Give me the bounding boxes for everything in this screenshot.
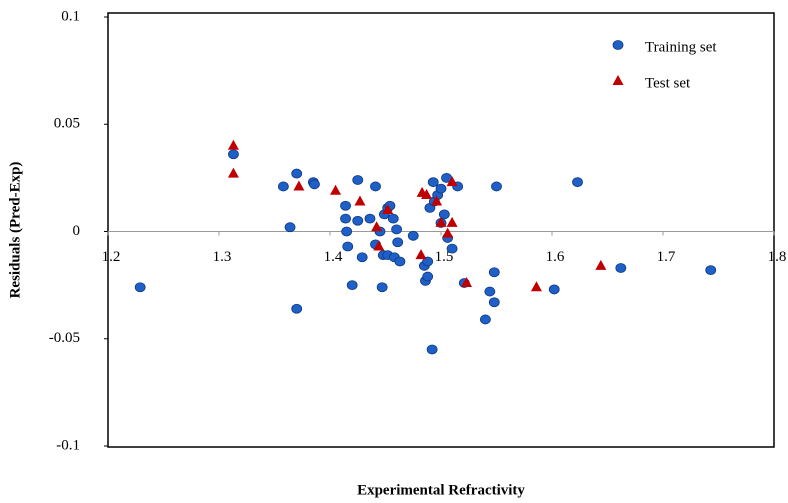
test-point <box>595 259 607 270</box>
training-point <box>309 179 320 190</box>
training-point <box>291 168 303 179</box>
legend-marker <box>612 75 624 85</box>
legend-marker <box>612 40 624 50</box>
training-point <box>228 149 239 160</box>
training-point <box>134 282 146 293</box>
x-tick-label: 1.3 <box>213 249 232 265</box>
training-point <box>340 200 351 211</box>
y-tick-label: 0.1 <box>61 8 80 24</box>
test-point <box>373 240 385 251</box>
x-tick-label: 1.5 <box>435 249 454 265</box>
y-tick-label: -0.05 <box>49 330 80 346</box>
test-point <box>227 167 239 178</box>
training-point <box>284 222 296 233</box>
test-point <box>293 180 305 191</box>
training-point <box>340 213 351 224</box>
test-point <box>330 184 342 195</box>
training-point <box>548 284 560 295</box>
x-axis-title: Experimental Refractivity <box>357 482 525 498</box>
x-tick-label: 1.2 <box>102 249 121 265</box>
test-point <box>530 281 542 292</box>
training-point <box>491 181 502 192</box>
training-point <box>356 252 368 263</box>
training-point <box>488 297 500 308</box>
y-tick-label: -0.1 <box>56 437 80 453</box>
test-point <box>435 216 447 227</box>
test-point <box>354 195 366 206</box>
training-point <box>484 286 496 297</box>
training-point <box>705 265 717 276</box>
y-tick-label: 0 <box>73 223 81 239</box>
test-point <box>446 176 458 187</box>
training-point <box>438 209 450 220</box>
test-point <box>431 195 443 206</box>
training-point <box>341 226 353 237</box>
x-tick-label: 1.4 <box>324 249 343 265</box>
training-point <box>352 175 364 185</box>
test-point <box>227 139 239 150</box>
training-point <box>392 237 404 248</box>
training-point <box>426 344 438 355</box>
plot-frame <box>107 12 775 448</box>
training-point <box>407 230 419 241</box>
test-point <box>421 189 433 200</box>
training-point <box>572 177 583 188</box>
y-tick-label: 0.05 <box>54 116 80 132</box>
training-point <box>391 224 403 235</box>
training-point <box>364 213 376 224</box>
training-point <box>422 271 434 282</box>
test-point <box>446 216 458 227</box>
training-point <box>427 177 439 188</box>
training-point <box>352 215 364 226</box>
x-tick-label: 1.7 <box>657 249 676 265</box>
legend-label: Test set <box>645 75 691 91</box>
training-point <box>387 213 399 224</box>
training-point <box>346 280 358 291</box>
training-point <box>376 282 388 293</box>
x-tick-label: 1.8 <box>768 249 787 265</box>
training-point <box>277 181 289 192</box>
test-point <box>461 276 473 287</box>
y-axis-title: Residuals (Pred-Exp) <box>7 162 23 299</box>
training-point <box>435 183 447 194</box>
x-tick-label: 1.6 <box>546 249 565 265</box>
training-point <box>394 256 406 267</box>
test-point <box>382 204 394 215</box>
training-point <box>291 303 303 314</box>
training-point <box>370 181 381 192</box>
training-point <box>342 241 354 252</box>
test-point <box>371 221 383 232</box>
training-point <box>615 263 627 273</box>
test-point <box>442 227 454 238</box>
test-point <box>415 249 427 260</box>
legend-label: Training set <box>645 39 717 55</box>
training-point <box>446 243 458 254</box>
training-point <box>479 314 491 325</box>
training-point <box>488 267 500 278</box>
training-point <box>422 256 434 267</box>
